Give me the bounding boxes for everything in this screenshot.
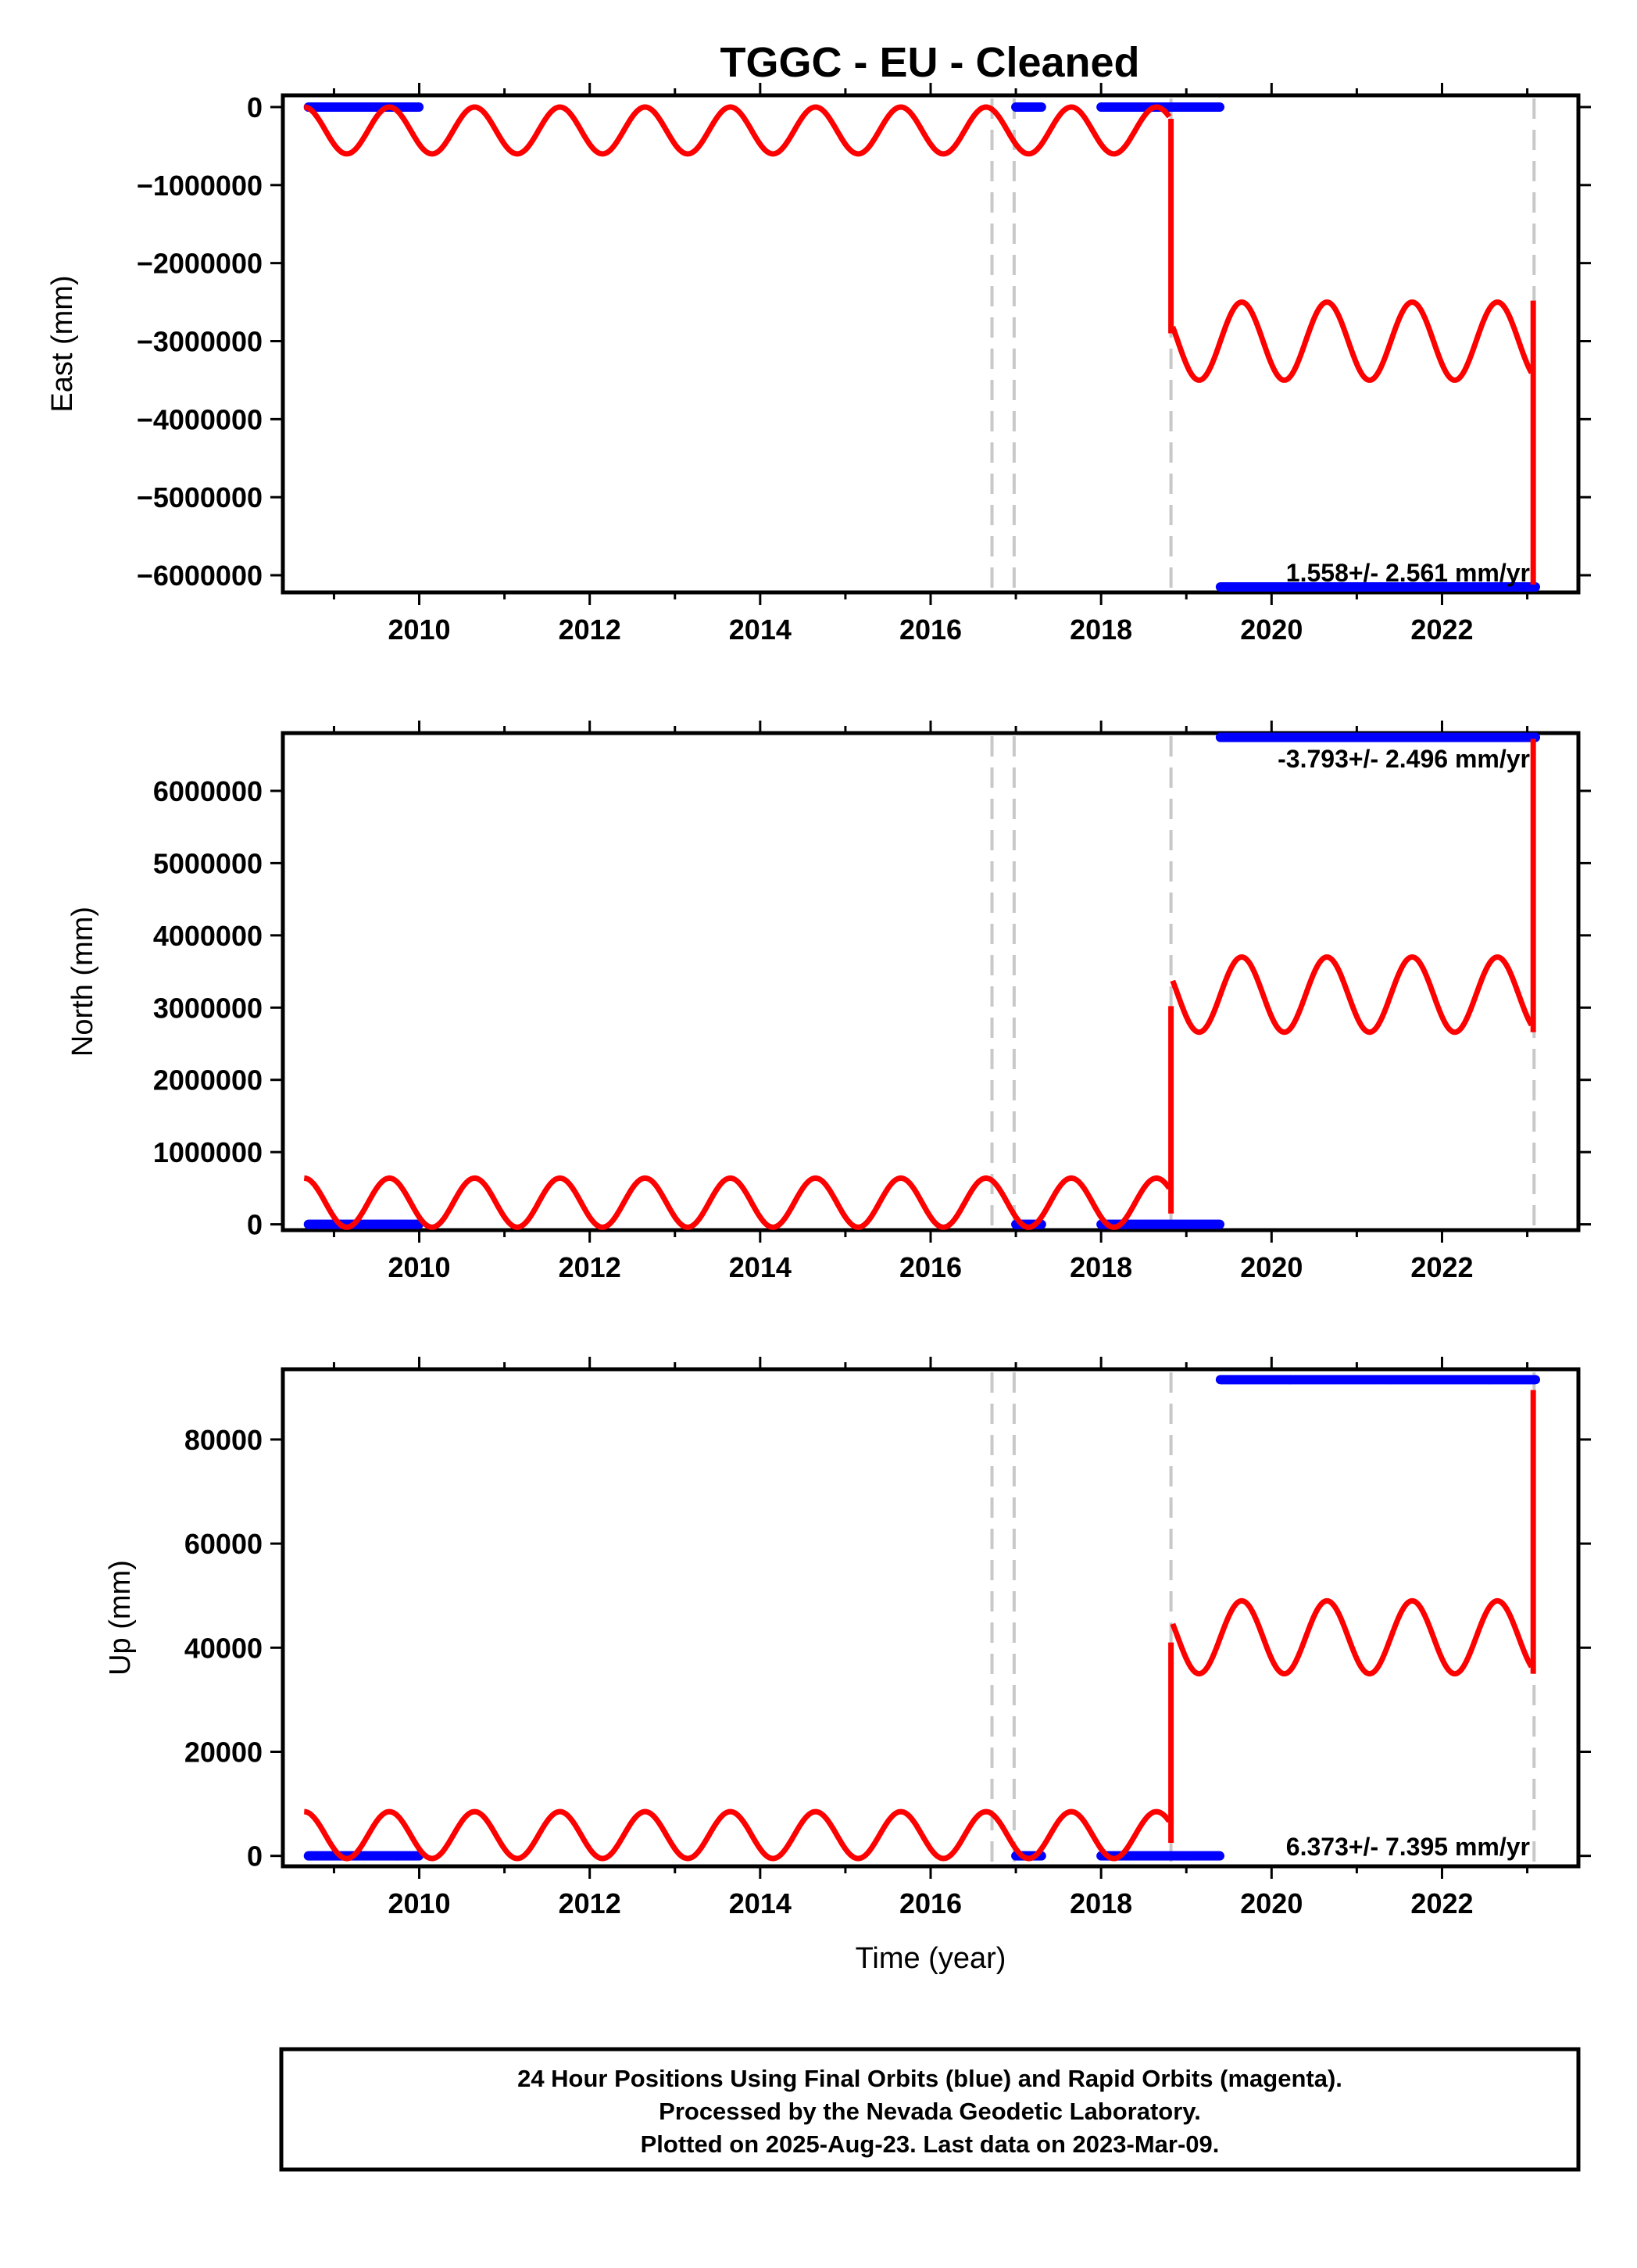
y-tick-label: 5000000 xyxy=(153,847,263,879)
y-tick-label: 20000 xyxy=(184,1736,263,1768)
y-tick-label: 3000000 xyxy=(153,992,263,1024)
x-tick-label: 2012 xyxy=(559,1887,621,1919)
x-tick-label: 2018 xyxy=(1070,614,1132,646)
chart-title: TGGC - EU - Cleaned xyxy=(720,39,1139,86)
observation-series xyxy=(1215,1375,1541,1385)
model-curve-north xyxy=(1170,954,1534,1036)
panel-north: 2010 2012 2014 2016 2018 2020 2022 0 1000000 2000… xyxy=(66,721,1591,1283)
x-tick-label: 2010 xyxy=(388,614,450,646)
panel-up: 2010 2012 2014 2016 2018 2020 2022 0 20000 40000 6… xyxy=(104,1357,1591,1975)
x-axis-label: Time (year) xyxy=(856,1942,1006,1975)
y-axis-label-north: North (mm) xyxy=(66,907,99,1057)
y-axis-label-east: East (mm) xyxy=(46,275,79,412)
footer-line-2: Processed by the Nevada Geodetic Laborat… xyxy=(659,2098,1201,2125)
plot-frame-up xyxy=(281,1367,1581,1869)
x-tick-label: 2016 xyxy=(899,614,962,646)
x-tick-label: 2012 xyxy=(559,614,621,646)
x-tick-label: 2016 xyxy=(899,1251,962,1283)
x-tick-label: 2022 xyxy=(1410,614,1473,646)
y-tick-label: −2000000 xyxy=(137,248,263,280)
y-tick-label: 60000 xyxy=(184,1528,263,1560)
observation-series xyxy=(303,1851,424,1861)
model-curve-east xyxy=(1170,299,1534,383)
x-tick-label: 2010 xyxy=(388,1887,450,1919)
model-curve-east xyxy=(302,104,1172,157)
observation-series xyxy=(303,1219,424,1229)
x-tick-label: 2022 xyxy=(1410,1251,1473,1283)
x-tick-label: 2010 xyxy=(388,1251,450,1283)
x-tick-label: 2016 xyxy=(899,1887,962,1919)
x-tick-label: 2020 xyxy=(1240,1251,1303,1283)
x-tick-label: 2018 xyxy=(1070,1251,1132,1283)
y-tick-label: 0 xyxy=(247,91,263,123)
model-curve-up xyxy=(302,1808,1172,1862)
plot-frame-north xyxy=(281,731,1581,1232)
y-axis-label-up: Up (mm) xyxy=(104,1560,137,1676)
x-tick-label: 2012 xyxy=(559,1251,621,1283)
rate-label-north: -3.793+/- 2.496 mm/yr xyxy=(1278,745,1530,773)
observation-point xyxy=(1214,1851,1224,1861)
y-tick-label: 1000000 xyxy=(153,1136,263,1168)
x-tick-label: 2014 xyxy=(729,614,792,646)
rate-label-up: 6.373+/- 7.395 mm/yr xyxy=(1286,1833,1530,1861)
panels-group: 2010 2012 2014 2016 2018 2020 2022 0 −1000000 −20… xyxy=(46,83,1591,1975)
footer-box: 24 Hour Positions Using Final Orbits (bl… xyxy=(279,2047,1581,2172)
y-tick-label: 0 xyxy=(247,1209,263,1241)
x-tick-label: 2014 xyxy=(729,1251,792,1283)
y-tick-label: −3000000 xyxy=(137,326,263,358)
y-tick-label: 6000000 xyxy=(153,775,263,807)
y-tick-label: 2000000 xyxy=(153,1064,263,1096)
observation-series xyxy=(303,102,424,112)
observation-point xyxy=(1531,1375,1541,1385)
footer-line-1: 24 Hour Positions Using Final Orbits (bl… xyxy=(517,2065,1342,2092)
x-tick-label: 2018 xyxy=(1070,1887,1132,1919)
y-tick-label: 0 xyxy=(247,1841,263,1873)
x-tick-label: 2014 xyxy=(729,1887,792,1919)
observation-point xyxy=(1036,102,1046,112)
y-tick-label: 80000 xyxy=(184,1424,263,1456)
x-tick-label: 2020 xyxy=(1240,1887,1303,1919)
x-tick-label: 2020 xyxy=(1240,614,1303,646)
plot-frame-east xyxy=(281,93,1581,595)
panel-east: 2010 2012 2014 2016 2018 2020 2022 0 −1000000 −20… xyxy=(46,83,1591,646)
y-tick-label: 40000 xyxy=(184,1632,263,1664)
y-tick-label: −4000000 xyxy=(137,403,263,435)
rate-label-east: 1.558+/- 2.561 mm/yr xyxy=(1286,559,1530,587)
footer-frame xyxy=(279,2047,1581,2172)
footer-line-3: Plotted on 2025-Aug-23. Last data on 202… xyxy=(641,2130,1220,2158)
observation-point xyxy=(414,102,424,112)
y-tick-label: −6000000 xyxy=(137,560,263,592)
y-tick-label: 4000000 xyxy=(153,920,263,952)
model-curve-north xyxy=(302,1175,1172,1230)
observation-series xyxy=(1215,582,1541,592)
y-tick-label: −5000000 xyxy=(137,481,263,513)
model-curve-up xyxy=(1170,1597,1534,1677)
observation-point xyxy=(1214,102,1224,112)
observation-point xyxy=(1214,1219,1224,1229)
observation-series xyxy=(1215,732,1541,742)
x-tick-label: 2022 xyxy=(1410,1887,1473,1919)
observation-series xyxy=(1011,102,1046,112)
y-tick-label: −1000000 xyxy=(137,170,263,202)
